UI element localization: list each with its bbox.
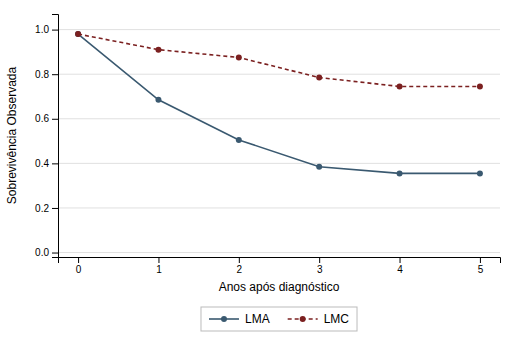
legend-marker: [221, 316, 227, 322]
series-marker: [316, 75, 322, 81]
series-marker: [316, 164, 322, 170]
grid-line: [58, 118, 500, 119]
tick-mark: [480, 257, 481, 263]
y-axis-title: Sobrevivência Observada: [5, 66, 19, 204]
tick-label: 3: [317, 264, 323, 275]
grid-line: [58, 163, 500, 164]
tick-label: 2: [237, 264, 243, 275]
legend-item: LMA: [209, 312, 270, 326]
series-marker: [397, 83, 403, 89]
grid-line: [58, 29, 500, 30]
tick-mark: [400, 257, 401, 263]
axis-line: [52, 15, 59, 258]
tick-label: 0.6: [35, 113, 49, 124]
tick-label: 0.4: [35, 158, 49, 169]
tick: 0: [76, 257, 82, 275]
tick-label: 0.0: [35, 247, 49, 258]
grid: [58, 30, 500, 253]
tick: 3: [317, 257, 323, 275]
series-marker: [155, 97, 161, 103]
tick-label: 4: [397, 264, 403, 275]
tick: 1: [156, 257, 162, 275]
legend-label: LMA: [245, 312, 270, 326]
tick-mark: [52, 208, 58, 209]
grid-line: [58, 252, 500, 253]
marks: [75, 31, 483, 176]
series-line: [78, 34, 480, 173]
y-axis: 0.0 0.2 0.4 0.6 0.8 1.0: [35, 15, 58, 259]
tick: 4: [397, 257, 403, 275]
tick: 0.6: [35, 113, 58, 124]
series-marker: [155, 47, 161, 53]
tick-mark: [52, 74, 58, 75]
tick-mark: [319, 257, 320, 263]
series-marker: [75, 31, 81, 37]
tick-label: 1: [156, 264, 162, 275]
tick: 0.4: [35, 158, 58, 169]
legend-label: LMC: [324, 312, 350, 326]
axis-line: [59, 258, 501, 264]
tick-mark: [158, 257, 159, 263]
series-marker: [397, 170, 403, 176]
grid-line: [58, 207, 500, 208]
series-marker: [477, 83, 483, 89]
chart: 0 1 2 3 4 5 0.0 0.2 0.4 0.6 0.8 1.0 Anos após diagnó…: [0, 0, 516, 345]
tick-label: 0.8: [35, 69, 49, 80]
legend-frame: [201, 307, 357, 331]
series-marker: [236, 54, 242, 60]
tick: 2: [237, 257, 243, 275]
series-marker: [75, 31, 81, 37]
tick-mark: [52, 119, 58, 120]
plot: 0 1 2 3 4 5 0.0 0.2 0.4 0.6 0.8 1.0 Anos após diagnó…: [5, 15, 501, 295]
tick-label: 5: [478, 264, 484, 275]
tick-mark: [78, 257, 79, 263]
tick-label: 0: [76, 264, 82, 275]
tick: 1.0: [35, 24, 58, 35]
tick-mark: [52, 163, 58, 164]
legend: LMA LMC: [201, 307, 357, 331]
legend-item: LMC: [288, 312, 350, 326]
tick-label: 0.2: [35, 203, 49, 214]
tick-mark: [52, 253, 58, 254]
tick-mark: [52, 30, 58, 31]
tick: 0.0: [35, 247, 58, 258]
tick: 0.8: [35, 69, 58, 80]
series-line: [78, 34, 480, 86]
tick-mark: [239, 257, 240, 263]
series-marker: [477, 170, 483, 176]
grid-line: [58, 74, 500, 75]
x-axis-title: Anos após diagnóstico: [219, 280, 340, 294]
legend-marker: [300, 316, 306, 322]
series-marker: [236, 137, 242, 143]
x-axis: 0 1 2 3 4 5: [59, 257, 501, 275]
tick-label: 1.0: [35, 24, 49, 35]
tick: 5: [478, 257, 484, 275]
tick: 0.2: [35, 203, 58, 214]
